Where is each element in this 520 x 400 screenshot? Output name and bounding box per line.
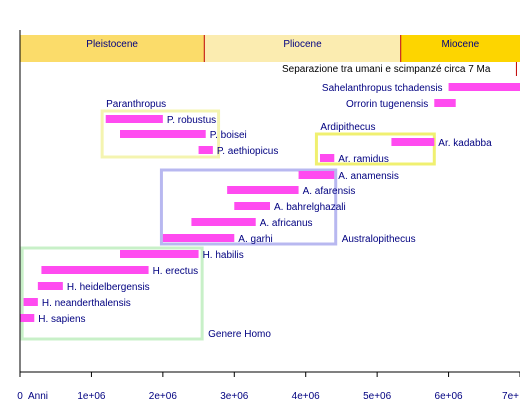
x-tick-label: 2e+06 xyxy=(149,391,178,400)
species-bar-ar-kadabba xyxy=(391,138,435,146)
x-tick-label: 0 xyxy=(17,391,23,400)
species-bar-p-robustus xyxy=(105,115,163,123)
group-label-paranthropus: Paranthropus xyxy=(106,99,166,110)
species-bar-orrorin-tugenensis xyxy=(434,99,456,107)
species-bar-h-heidelbergensis xyxy=(37,282,63,290)
epoch-band-pleistocene xyxy=(20,35,205,62)
epoch-band: Pleistocene Pliocene Miocene Separazione tr… xyxy=(20,35,520,76)
species-bar-a-africanus xyxy=(191,218,256,226)
group-label-ardipithecus: Ardipithecus xyxy=(320,122,375,133)
x-tick-label: 4e+06 xyxy=(292,391,321,400)
species-label-a-afarensis: A. afarensis xyxy=(303,186,356,197)
species-bar-h-habilis xyxy=(120,250,199,258)
x-tick-label: 1e+06 xyxy=(77,391,106,400)
species-bar-h-neanderthalensis xyxy=(23,298,38,306)
species-bar-p-boisei xyxy=(120,130,206,138)
species-bar-a-anamensis xyxy=(298,171,335,179)
species-bars xyxy=(20,83,520,322)
species-label-h-heidelbergensis: H. heidelbergensis xyxy=(67,282,150,293)
species-label-a-bahrelghazali: A. bahrelghazali xyxy=(274,202,346,213)
species-label-orrorin-tugenensis: Orrorin tugenensis xyxy=(346,99,428,110)
species-bar-a-bahrelghazali xyxy=(234,202,270,210)
species-label-a-africanus: A. africanus xyxy=(260,218,313,229)
species-label-h-habilis: H. habilis xyxy=(203,250,244,261)
group-box-australopithecus xyxy=(159,168,338,246)
x-axis: 0 1e+06 2e+06 3e+06 4e+06 5e+06 6e+06 7e+ Anni xyxy=(17,30,520,400)
species-label-h-sapiens: H. sapiens xyxy=(38,314,85,325)
epoch-label-pleistocene: Pleistocene xyxy=(86,39,138,50)
split-marker-label: Separazione tra umani e scimpanzé circa … xyxy=(282,64,491,75)
epoch-label-miocene: Miocene xyxy=(441,39,479,50)
x-tick-label: 5e+06 xyxy=(363,391,392,400)
species-label-sahelanthropus-tchadensis: Sahelanthropus tchadensis xyxy=(322,83,443,94)
species-label-a-anamensis: A. anamensis xyxy=(338,171,399,182)
species-bar-sahelanthropus-tchadensis xyxy=(448,83,520,91)
species-label-p-robustus: P. robustus xyxy=(167,115,216,126)
species-bar-ar-ramidus xyxy=(320,154,335,162)
species-label-h-neanderthalensis: H. neanderthalensis xyxy=(42,298,131,309)
group-box-genere-homo xyxy=(20,246,204,341)
x-tick-label: 7e+ xyxy=(502,391,519,400)
species-label-h-erectus: H. erectus xyxy=(153,266,199,277)
species-label-p-aethiopicus: P. aethiopicus xyxy=(217,146,279,157)
x-tick-label: 6e+06 xyxy=(435,391,464,400)
species-bar-p-aethiopicus xyxy=(198,146,213,154)
group-label-australopithecus: Australopithecus xyxy=(342,234,416,245)
species-bar-a-garhi xyxy=(162,234,235,242)
species-label-ar-ramidus: Ar. ramidus xyxy=(338,154,389,165)
epoch-band-miocene xyxy=(400,35,520,62)
x-axis-unit-label: Anni xyxy=(28,391,48,400)
species-bar-a-afarensis xyxy=(227,186,299,194)
group-boxes xyxy=(20,109,436,341)
group-box-paranthropus xyxy=(100,109,221,159)
species-label-p-boisei: P. boisei xyxy=(210,130,247,141)
group-label-genere-homo: Genere Homo xyxy=(208,329,271,340)
species-bar-h-erectus xyxy=(41,266,149,274)
group-box-ardipithecus xyxy=(314,132,436,166)
species-label-ar-kadabba: Ar. kadabba xyxy=(438,138,492,149)
species-bar-h-sapiens xyxy=(20,314,35,322)
epoch-label-pliocene: Pliocene xyxy=(283,39,322,50)
species-label-a-garhi: A. garhi xyxy=(238,234,272,245)
x-tick-label: 3e+06 xyxy=(220,391,249,400)
species-labels: Sahelanthropus tchadensis Orrorin tugenen… xyxy=(38,83,492,340)
epoch-band-pliocene xyxy=(204,35,401,62)
